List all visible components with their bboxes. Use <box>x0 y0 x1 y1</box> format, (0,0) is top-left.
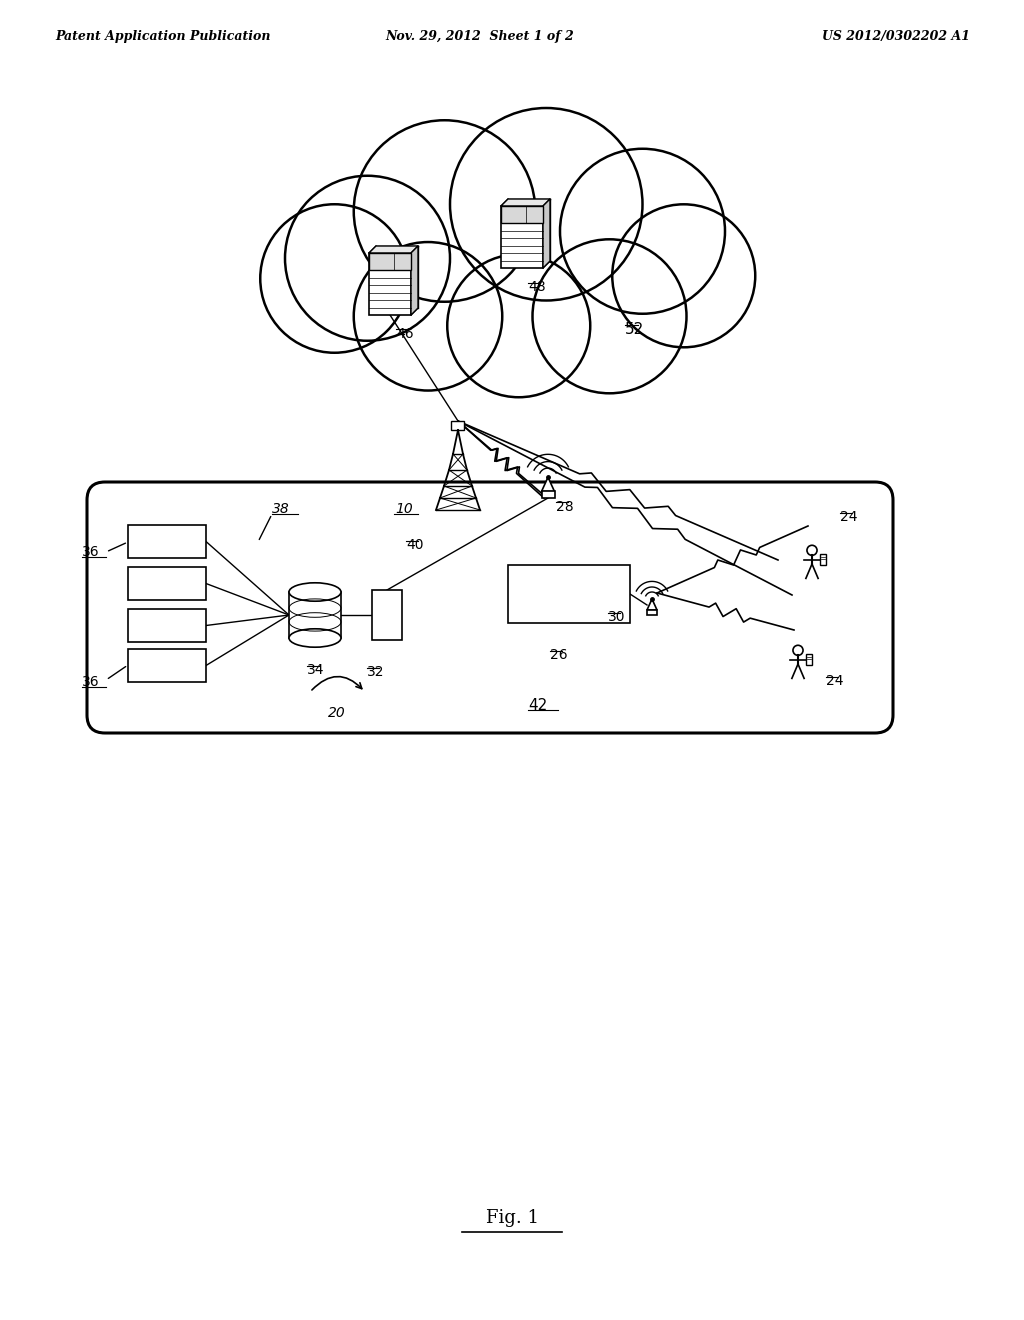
Bar <box>369 253 411 315</box>
Polygon shape <box>501 199 550 206</box>
Bar <box>508 565 630 623</box>
Text: 38: 38 <box>272 502 290 516</box>
Text: 52: 52 <box>625 322 644 337</box>
Text: 36: 36 <box>82 675 99 689</box>
FancyBboxPatch shape <box>87 482 893 733</box>
Text: 30: 30 <box>608 610 626 624</box>
Bar <box>542 491 555 498</box>
Text: Fig. 1: Fig. 1 <box>485 1209 539 1228</box>
Polygon shape <box>542 478 555 491</box>
Text: 36: 36 <box>82 545 99 558</box>
Text: 32: 32 <box>367 665 384 678</box>
Polygon shape <box>543 199 550 268</box>
Bar <box>128 525 206 558</box>
Polygon shape <box>411 246 418 315</box>
Circle shape <box>793 645 803 655</box>
Bar <box>806 653 812 665</box>
Bar <box>820 554 826 565</box>
Bar <box>501 206 543 223</box>
Text: Nov. 29, 2012  Sheet 1 of 2: Nov. 29, 2012 Sheet 1 of 2 <box>386 30 574 44</box>
Bar <box>372 590 402 640</box>
Polygon shape <box>369 246 418 253</box>
Text: 28: 28 <box>556 500 573 513</box>
Ellipse shape <box>289 583 341 601</box>
Polygon shape <box>647 599 657 610</box>
Bar <box>452 421 465 430</box>
Bar <box>128 649 206 682</box>
Bar <box>289 591 341 638</box>
Ellipse shape <box>289 628 341 647</box>
Text: 24: 24 <box>840 510 857 524</box>
Text: 46: 46 <box>396 327 414 341</box>
Text: 10: 10 <box>395 502 413 516</box>
Text: 26: 26 <box>550 648 567 663</box>
Bar <box>501 206 543 268</box>
Text: US 2012/0302202 A1: US 2012/0302202 A1 <box>822 30 970 44</box>
Text: 24: 24 <box>826 675 844 688</box>
Text: Patent Application Publication: Patent Application Publication <box>55 30 270 44</box>
Text: 20: 20 <box>328 706 346 719</box>
Text: 34: 34 <box>307 663 325 677</box>
Bar <box>647 610 657 615</box>
Bar <box>369 253 411 271</box>
Text: 40: 40 <box>406 539 424 552</box>
Text: 48: 48 <box>528 280 546 294</box>
Bar <box>128 609 206 642</box>
Circle shape <box>807 545 817 556</box>
Bar <box>128 568 206 601</box>
Text: 42: 42 <box>528 698 547 713</box>
